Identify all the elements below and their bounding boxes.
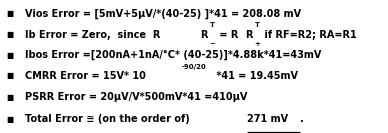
Text: ■: ■ — [6, 51, 13, 60]
Text: .: . — [300, 114, 303, 124]
Text: ■: ■ — [6, 71, 13, 80]
Text: R: R — [200, 30, 208, 40]
Text: CMRR Error = 15V* 10: CMRR Error = 15V* 10 — [25, 71, 146, 81]
Text: −: − — [210, 41, 215, 47]
Text: Ib Error = Zero,  since  R: Ib Error = Zero, since R — [25, 30, 161, 40]
Text: 271 mV: 271 mV — [246, 114, 288, 124]
Text: ■: ■ — [6, 30, 13, 39]
Text: Vios Error = [5mV+5μV/*(40-25) ]*41 = 208.08 mV: Vios Error = [5mV+5μV/*(40-25) ]*41 = 20… — [25, 9, 301, 19]
Text: = R: = R — [216, 30, 238, 40]
Text: ■: ■ — [6, 9, 13, 18]
Text: T: T — [255, 22, 260, 28]
Text: PSRR Error = 20μV/V*500mV*41 =410μV: PSRR Error = 20μV/V*500mV*41 =410μV — [25, 92, 248, 102]
Text: ■: ■ — [6, 115, 13, 124]
Text: +: + — [255, 41, 260, 47]
Text: Total Error ≅ (on the order of): Total Error ≅ (on the order of) — [25, 114, 197, 124]
Text: if RF=R2; RA=R1: if RF=R2; RA=R1 — [261, 30, 357, 40]
Text: ■: ■ — [6, 93, 13, 102]
Text: T: T — [210, 22, 215, 28]
Text: Ibos Error =[200nA+1nA/°C* (40-25)]*4.88k*41=43mV: Ibos Error =[200nA+1nA/°C* (40-25)]*4.88… — [25, 50, 322, 60]
Text: R: R — [245, 30, 253, 40]
Text: *41 = 19.45mV: *41 = 19.45mV — [213, 71, 298, 81]
Text: -90/20: -90/20 — [181, 63, 206, 70]
